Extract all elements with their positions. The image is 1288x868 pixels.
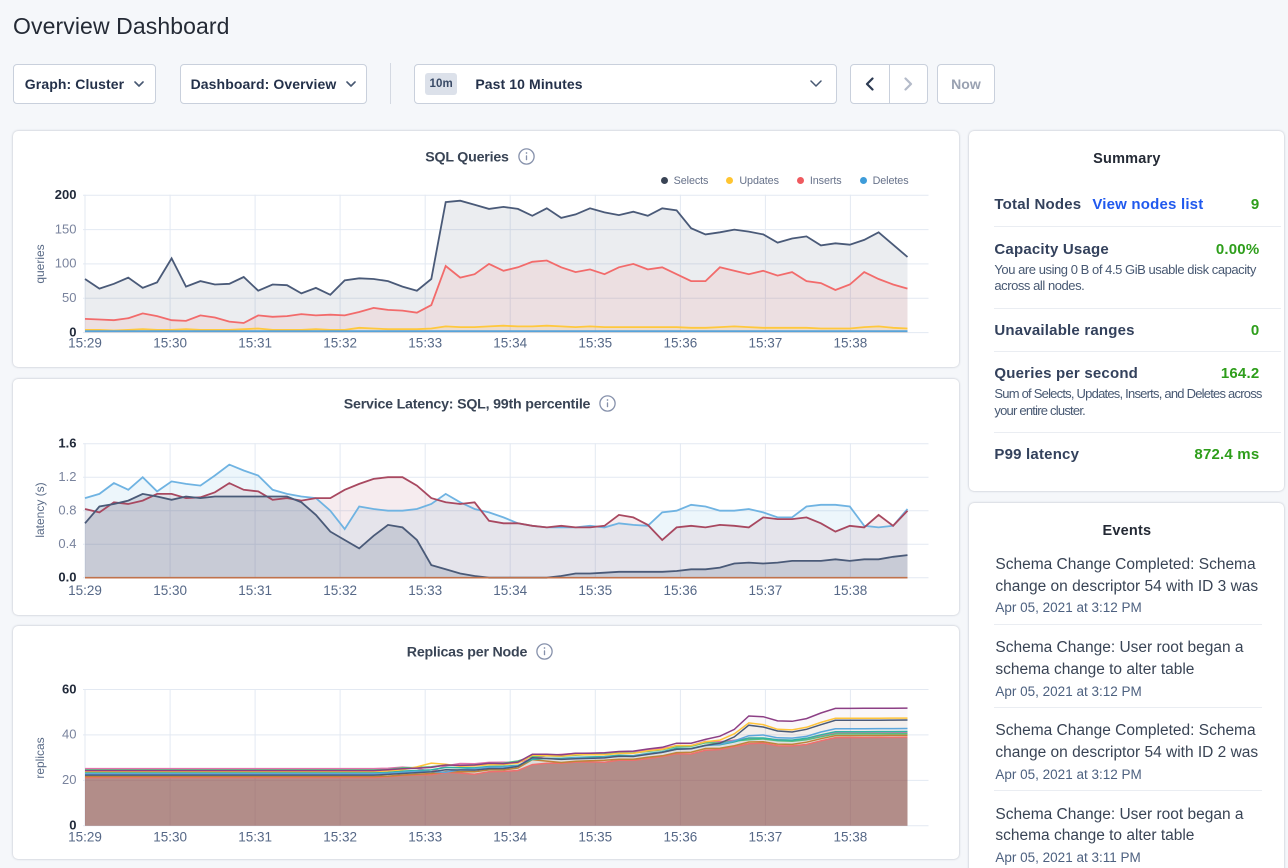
svg-text:0: 0 [69,818,76,833]
svg-text:20: 20 [62,772,76,787]
svg-text:15:29: 15:29 [68,582,102,597]
svg-text:15:33: 15:33 [408,830,442,845]
svg-text:50: 50 [62,290,76,305]
svg-text:15:38: 15:38 [834,336,868,351]
svg-text:15:38: 15:38 [834,830,868,845]
svg-text:15:34: 15:34 [493,830,527,845]
svg-text:15:35: 15:35 [578,582,612,597]
svg-text:15:31: 15:31 [238,336,272,351]
svg-text:1.2: 1.2 [58,469,76,484]
svg-text:15:31: 15:31 [238,830,272,845]
svg-text:15:30: 15:30 [153,336,187,351]
svg-text:150: 150 [55,221,77,236]
svg-text:60: 60 [62,681,76,696]
svg-text:15:30: 15:30 [153,582,187,597]
svg-text:200: 200 [55,187,77,202]
svg-text:0.8: 0.8 [58,502,76,517]
svg-text:15:32: 15:32 [323,336,357,351]
svg-text:15:38: 15:38 [834,582,868,597]
svg-text:15:34: 15:34 [493,582,527,597]
svg-text:15:36: 15:36 [664,336,698,351]
svg-text:40: 40 [62,727,76,742]
svg-text:15:36: 15:36 [664,830,698,845]
svg-text:15:36: 15:36 [664,582,698,597]
svg-text:0.4: 0.4 [58,536,76,551]
svg-text:15:33: 15:33 [408,582,442,597]
svg-text:15:37: 15:37 [749,582,783,597]
svg-text:15:32: 15:32 [323,830,357,845]
svg-text:15:29: 15:29 [68,830,102,845]
svg-text:1.6: 1.6 [58,435,76,450]
svg-text:15:37: 15:37 [749,336,783,351]
svg-text:15:37: 15:37 [749,830,783,845]
svg-text:15:30: 15:30 [153,830,187,845]
svg-text:15:29: 15:29 [68,336,102,351]
svg-text:15:35: 15:35 [578,830,612,845]
svg-text:15:33: 15:33 [408,336,442,351]
svg-text:15:35: 15:35 [578,336,612,351]
svg-text:0: 0 [69,324,76,339]
svg-text:0.0: 0.0 [58,569,76,584]
svg-text:15:31: 15:31 [238,582,272,597]
svg-text:15:32: 15:32 [323,582,357,597]
svg-text:15:34: 15:34 [493,336,527,351]
svg-text:100: 100 [55,256,77,271]
